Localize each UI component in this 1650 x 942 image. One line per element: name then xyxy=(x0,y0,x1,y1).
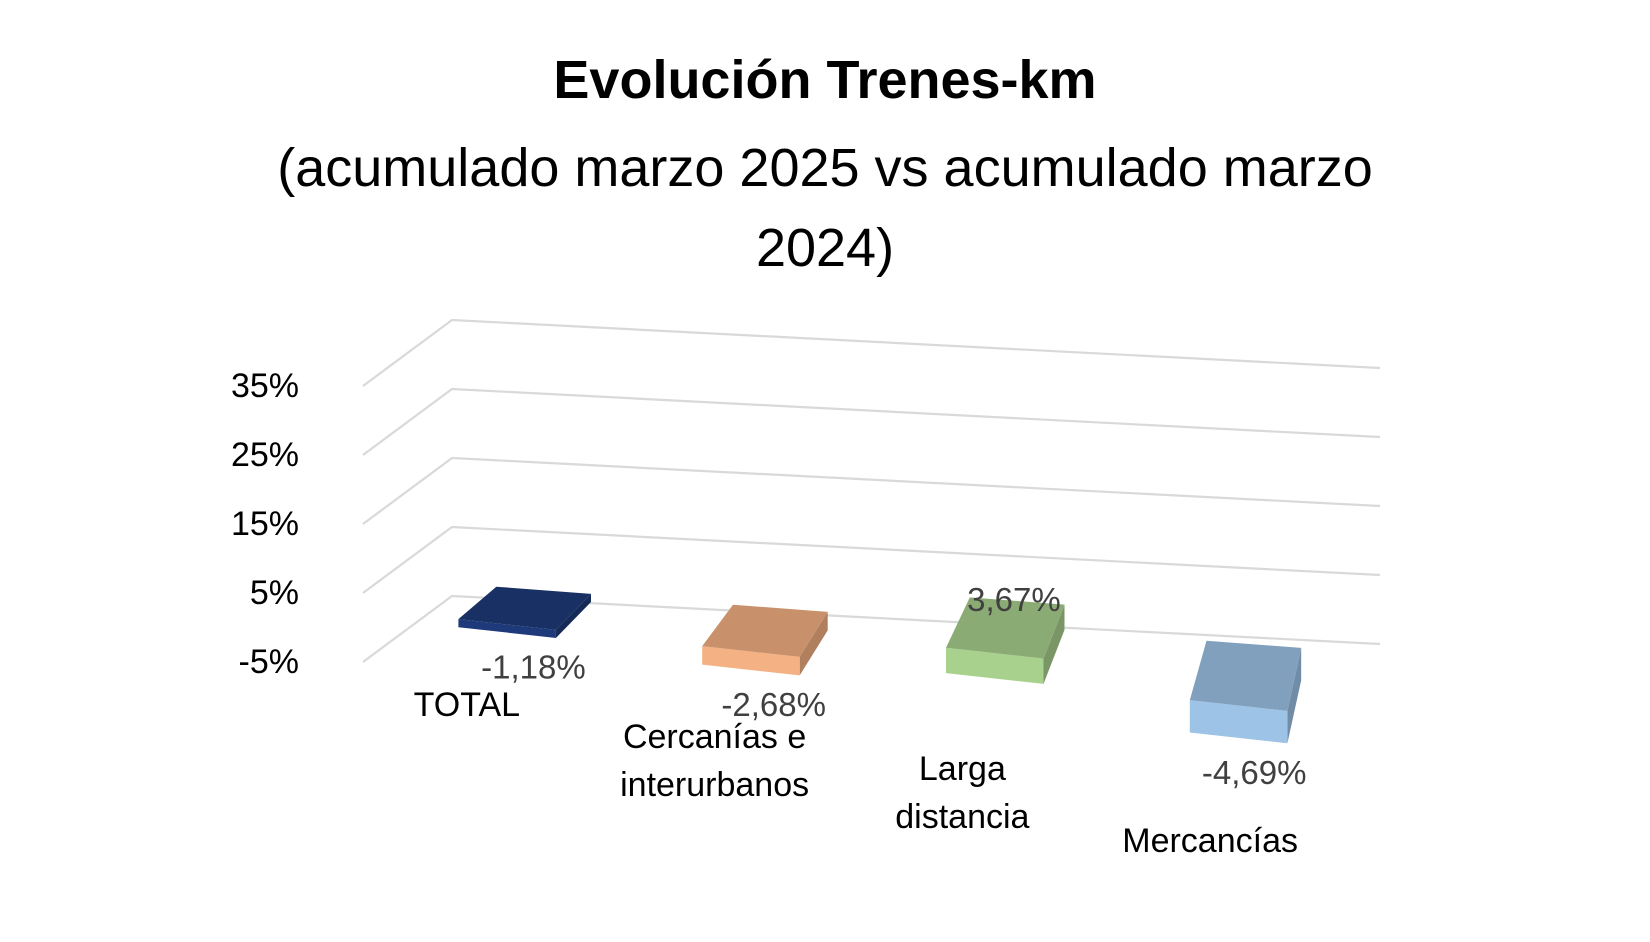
bar-top-face xyxy=(702,604,828,657)
y-tick-label: -5% xyxy=(239,643,299,681)
y-tick-label: 15% xyxy=(231,505,299,543)
bar-side-face xyxy=(555,593,591,638)
data-label: -4,69% xyxy=(1202,754,1307,791)
gridline xyxy=(362,456,1381,525)
y-tick-label: 5% xyxy=(250,574,299,612)
category-label: distancia xyxy=(895,798,1029,836)
bar-top-face xyxy=(946,597,1065,659)
y-tick-label: 35% xyxy=(231,367,299,405)
gridline xyxy=(362,594,1381,663)
y-axis-tick-labels: -5% 5% 15% 25% 35% xyxy=(231,367,299,681)
y-tick-label: 25% xyxy=(231,436,299,474)
bar-side-face xyxy=(799,611,828,676)
bars xyxy=(458,586,1302,744)
gridline xyxy=(362,318,1381,387)
category-label: Mercancías xyxy=(1122,822,1298,860)
chart-subtitle: (acumulado marzo 2025 vs acumulado marzo… xyxy=(277,138,1373,278)
bar xyxy=(702,604,828,676)
data-label: -2,68% xyxy=(721,686,826,723)
category-label: interurbanos xyxy=(620,766,809,804)
bar-side-face xyxy=(1287,647,1302,744)
bar-top-face xyxy=(458,586,591,630)
category-label: Larga xyxy=(919,750,1006,788)
data-label: 3,67% xyxy=(967,581,1061,618)
bar-front-face xyxy=(458,619,556,638)
category-label: TOTAL xyxy=(414,686,520,724)
bar xyxy=(946,597,1065,684)
bar xyxy=(1189,640,1302,744)
bar-front-face xyxy=(702,646,800,676)
category-labels: TOTAL Cercanías e interurbanos Larga distanc… xyxy=(414,686,1298,860)
bar xyxy=(458,586,591,638)
gridline xyxy=(362,525,1381,594)
bar-front-face xyxy=(946,647,1044,684)
category-label: Cercanías e xyxy=(623,718,806,756)
gridline xyxy=(362,387,1381,456)
bar-front-face xyxy=(1189,700,1288,744)
bar-top-face xyxy=(1189,640,1302,711)
chart-title: Evolución Trenes-km xyxy=(553,50,1097,110)
bar-side-face xyxy=(1043,604,1065,684)
gridlines xyxy=(362,318,1381,663)
data-label: -1,18% xyxy=(481,649,586,686)
data-labels: -1,18% -2,68% 3,67% -4,69% xyxy=(481,581,1306,791)
